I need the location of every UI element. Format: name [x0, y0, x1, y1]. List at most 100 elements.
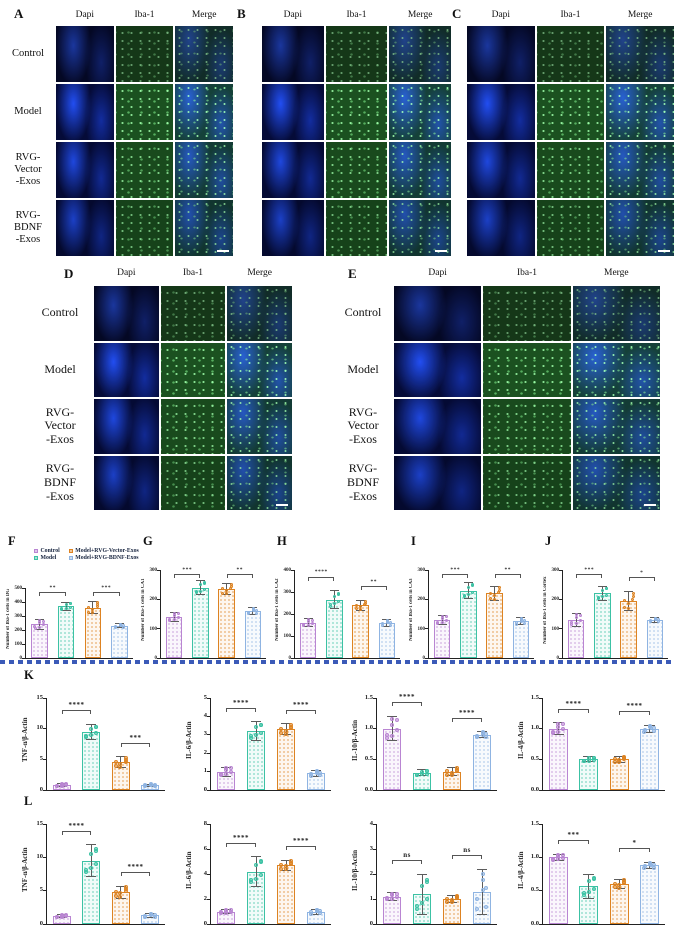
column-header-dapi: Dapi — [117, 268, 136, 278]
row-label-control: Control — [344, 305, 382, 320]
column-header-merge: Merge — [604, 268, 629, 278]
legend-marker-icon — [68, 549, 73, 553]
y-tick-mark — [539, 789, 543, 791]
y-tick-mark — [43, 758, 47, 760]
data-point — [612, 757, 617, 762]
data-point — [474, 897, 479, 902]
micro-image-iba-1-row1 — [536, 26, 605, 82]
micro-image-merge-row2 — [572, 342, 660, 397]
error-bar-cap — [220, 775, 232, 777]
sig-bracket — [174, 574, 201, 578]
data-point — [385, 736, 390, 741]
data-point — [474, 907, 479, 912]
micro-image-dapi-row4 — [467, 200, 535, 256]
y-tick-label: 10 — [36, 852, 44, 860]
micro-image-dapi-row2 — [56, 84, 114, 140]
column-header-merge: Merge — [407, 10, 433, 20]
row-label-rvg-vector-exos: RVG- Vector -Exos — [44, 404, 76, 447]
data-point — [497, 586, 501, 590]
error-bar-cap — [115, 885, 126, 887]
data-point — [308, 772, 313, 777]
chart-plot: 0 2 4 6 8 **** **** — [204, 820, 331, 926]
y-tick-label: 200 — [14, 628, 23, 633]
y-axis-label: IL-4/β-Actin — [517, 851, 525, 889]
data-point — [652, 865, 657, 870]
sig-bracket — [308, 576, 335, 581]
y-tick-mark — [373, 758, 377, 760]
error-bar-cap — [386, 740, 398, 742]
error-bar-cap — [86, 723, 97, 725]
data-point — [310, 621, 314, 625]
column-header-dapi: Dapi — [75, 10, 95, 20]
data-point — [93, 862, 98, 867]
data-point — [415, 906, 420, 911]
data-point — [64, 606, 68, 610]
data-point — [389, 623, 393, 627]
chart-plot: 0 100 200 300 400 **** ** — [284, 568, 400, 661]
data-point — [224, 772, 229, 777]
data-point — [279, 731, 284, 736]
data-point — [596, 597, 600, 601]
sig-bracket — [392, 860, 422, 864]
sig-label: **** — [68, 821, 85, 830]
y-tick-label: 0.0 — [530, 919, 539, 927]
data-point — [445, 896, 450, 901]
bar-chart-k4: IL-4/β-Actin 0.0 0.5 1.0 1.5 **** **** — [517, 680, 668, 792]
chart-legend: Control Model+RVG-Vector-Exos Model Model+R… — [34, 548, 139, 561]
sig-label: ns — [403, 851, 411, 859]
error-bar-cap — [516, 624, 526, 626]
micro-image-merge-row1 — [227, 286, 292, 341]
data-point — [492, 593, 496, 597]
data-point — [176, 615, 180, 619]
error-bar-cap — [115, 756, 126, 758]
bar-model — [579, 759, 599, 790]
y-tick-mark — [43, 697, 47, 699]
data-point — [306, 623, 310, 627]
y-tick-mark — [373, 697, 377, 699]
data-point — [64, 602, 68, 606]
sig-bracket — [494, 574, 521, 578]
sig-bracket — [558, 708, 589, 713]
error-bar-cap — [476, 737, 488, 739]
data-point — [172, 614, 176, 618]
y-tick-mark — [43, 923, 47, 925]
micro-image-merge-row3 — [175, 142, 233, 198]
data-point — [87, 610, 91, 614]
bar-model-rvg-vector-exos — [609, 759, 629, 790]
micro-image-iba-1-row1 — [160, 286, 226, 341]
y-tick-label: 6 — [203, 844, 207, 852]
micro-image-merge-row1 — [175, 26, 233, 82]
data-point — [60, 607, 64, 611]
data-point — [586, 756, 591, 761]
data-point — [420, 883, 425, 888]
y-tick-mark — [207, 771, 211, 773]
y-tick-label: 0 — [203, 919, 207, 927]
data-point — [612, 881, 617, 886]
error-bar-cap — [88, 600, 98, 602]
bar-chart-h: Number of Iba-1 cells in CA2 0 100 200 300 40… — [275, 546, 403, 661]
y-tick-label: 100 — [14, 642, 23, 647]
data-point — [255, 611, 259, 615]
sig-label: **** — [314, 569, 328, 576]
chart-plot: 0 1 2 3 4 ns ns — [370, 820, 497, 926]
y-axis-label: Number of Iba-1 cells in CA1 — [141, 578, 146, 642]
bar-control — [548, 728, 568, 790]
data-point — [605, 593, 609, 597]
data-point — [254, 733, 259, 738]
data-point — [89, 733, 94, 738]
y-tick-label: 4 — [369, 819, 373, 827]
error-bar — [494, 586, 496, 601]
chart-plot: 0 5 10 15 **** **** — [37, 820, 165, 926]
sig-bracket — [286, 846, 316, 851]
y-tick-mark — [425, 628, 429, 630]
sig-label: **** — [233, 833, 249, 842]
y-tick-mark — [207, 873, 211, 875]
column-header-iba-1: Iba-1 — [346, 10, 367, 20]
panel-letter-j: J — [545, 534, 552, 548]
data-point — [152, 914, 157, 919]
data-point — [288, 862, 293, 867]
sig-label: **** — [399, 693, 415, 702]
error-bar-cap — [613, 878, 625, 880]
bar-chart-l4: IL-4/β-Actin 0.0 0.5 1.0 1.5 *** * — [517, 806, 668, 926]
error-bar-cap — [597, 585, 607, 587]
